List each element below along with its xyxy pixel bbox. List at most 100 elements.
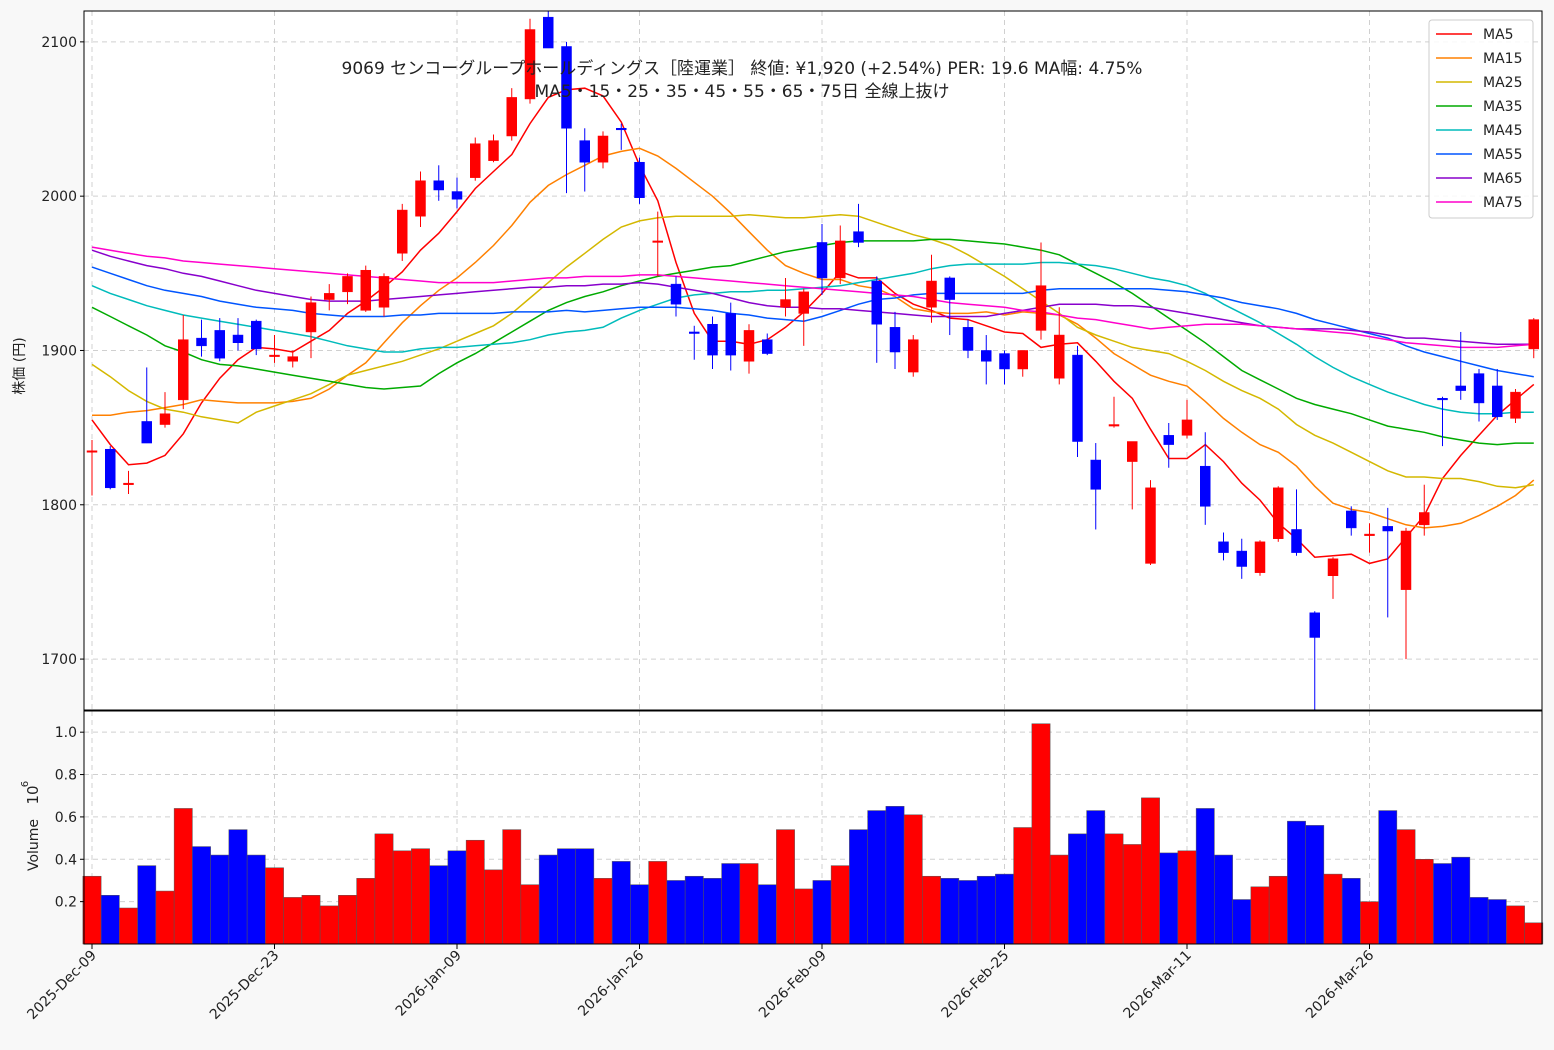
candle-body xyxy=(232,334,244,344)
candle-body xyxy=(1236,550,1247,567)
candle-body xyxy=(889,327,901,353)
volume-bar xyxy=(630,884,649,945)
volume-tick-label: 1.0 xyxy=(55,725,77,741)
candle xyxy=(251,319,262,356)
candle-body xyxy=(488,140,499,161)
candle-body xyxy=(1382,526,1393,532)
candle xyxy=(1054,307,1065,385)
candle-body xyxy=(86,450,98,453)
legend-label: MA5 xyxy=(1483,27,1514,43)
price-plot-area xyxy=(84,11,1542,710)
volume-scale-exponent: 6 xyxy=(20,781,31,787)
price-axis-label: 株価 (円) xyxy=(12,337,28,394)
volume-bar xyxy=(155,890,175,945)
candle-body xyxy=(1291,529,1302,553)
candle-body xyxy=(1492,385,1503,418)
volume-tick-label: 0.6 xyxy=(55,810,77,826)
candle-body xyxy=(543,16,554,49)
candle xyxy=(670,276,682,317)
candle-body xyxy=(1200,465,1211,507)
volume-bar xyxy=(1451,856,1471,945)
volume-bar xyxy=(301,895,321,945)
candle xyxy=(707,316,718,369)
volume-bar xyxy=(538,854,558,945)
candle xyxy=(488,134,499,163)
candle xyxy=(1309,611,1320,710)
candle-body xyxy=(214,330,225,359)
volume-bar xyxy=(575,848,595,945)
candle-body xyxy=(1218,541,1229,553)
volume-bar xyxy=(411,848,430,945)
candle-body xyxy=(324,293,335,300)
candle xyxy=(1473,368,1485,422)
candle-body xyxy=(397,209,408,254)
candle-body xyxy=(780,299,791,308)
volume-tick-label: 0.2 xyxy=(55,895,77,911)
volume-bar xyxy=(739,863,759,945)
candle xyxy=(159,392,171,428)
volume-bar xyxy=(429,865,449,945)
price-y-ticks: 1700 1800 1900 2000 2100 xyxy=(41,35,84,668)
candle-body xyxy=(251,320,262,350)
legend-item-ma35: MA35 xyxy=(1436,99,1522,115)
candle xyxy=(1400,527,1412,660)
candle xyxy=(1163,422,1174,468)
candle-body xyxy=(561,46,572,129)
volume-bar xyxy=(1524,922,1544,945)
legend-item-ma25: MA25 xyxy=(1436,75,1522,91)
candle xyxy=(1291,489,1302,556)
candle xyxy=(1346,506,1357,536)
volume-bar xyxy=(484,869,503,945)
volume-bar xyxy=(319,905,339,945)
volume-bar xyxy=(100,895,120,945)
volume-bar xyxy=(1414,859,1434,945)
volume-bar xyxy=(1049,854,1069,945)
candle xyxy=(214,318,225,362)
volume-bar xyxy=(1396,829,1416,945)
volume-bar xyxy=(137,865,157,945)
candle xyxy=(652,211,663,277)
candle xyxy=(342,273,353,305)
candle-body xyxy=(597,135,609,163)
volume-bar xyxy=(812,880,832,945)
legend: MA5 MA15 MA25 MA35 MA45 MA55 MA65 MA75 xyxy=(1428,19,1534,219)
candle-body xyxy=(1528,319,1539,350)
volume-bar xyxy=(1250,886,1270,945)
volume-bar xyxy=(593,878,613,945)
candle-body xyxy=(762,339,773,354)
candle-body xyxy=(1309,612,1320,638)
candle xyxy=(269,335,280,363)
volume-bar xyxy=(1487,899,1507,945)
candle xyxy=(123,470,134,494)
volume-bar xyxy=(356,878,376,945)
candle-body xyxy=(305,302,317,333)
moving-average-lines xyxy=(91,87,1535,565)
candle-body xyxy=(1145,487,1156,564)
volume-bar xyxy=(119,907,138,945)
volume-bar xyxy=(1469,897,1489,945)
candle xyxy=(324,284,335,311)
volume-bar xyxy=(465,839,485,945)
candle-body xyxy=(342,276,353,293)
candle-body xyxy=(853,231,864,243)
candle xyxy=(1236,538,1247,579)
volume-bar xyxy=(958,880,978,945)
candle xyxy=(1273,486,1284,542)
volume-bar xyxy=(903,814,923,945)
candle xyxy=(1072,345,1083,457)
volume-bar xyxy=(1305,825,1325,945)
volume-bar xyxy=(1360,901,1379,945)
candle xyxy=(433,165,444,201)
volume-bar xyxy=(392,850,412,945)
candle xyxy=(944,276,955,336)
ma-line-ma75 xyxy=(91,246,1534,349)
legend-label: MA45 xyxy=(1483,123,1522,139)
candle-body xyxy=(196,337,207,347)
candle xyxy=(543,11,554,49)
volume-bar xyxy=(849,829,868,945)
volume-bar xyxy=(1013,827,1033,945)
volume-bar xyxy=(830,865,850,945)
volume-bar xyxy=(1433,863,1452,945)
candle xyxy=(981,335,992,385)
candle-body xyxy=(616,128,627,131)
